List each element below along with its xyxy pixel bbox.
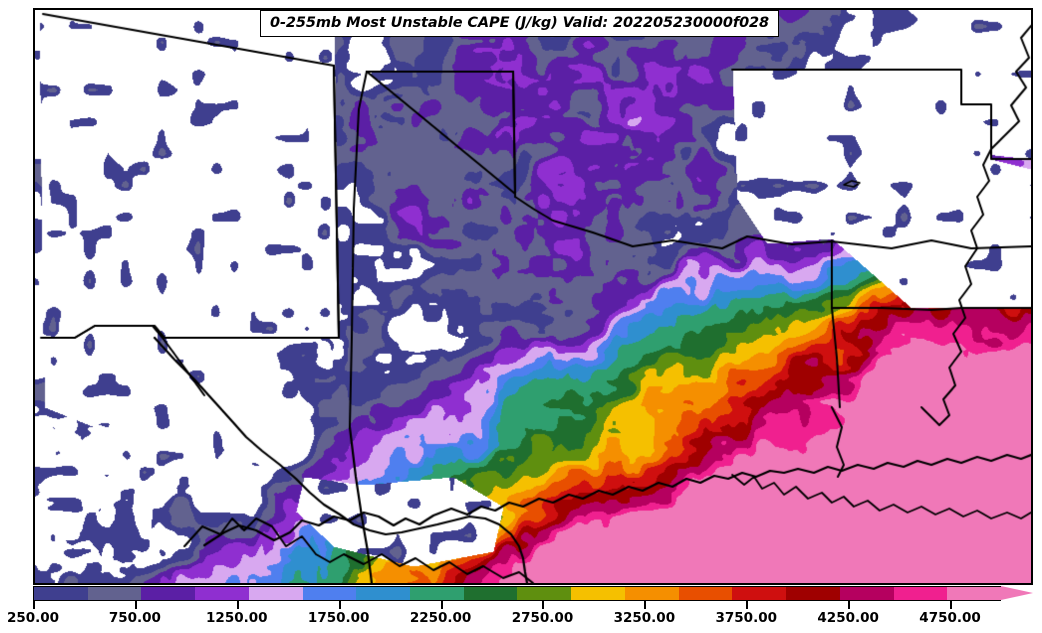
colorbar-tick (746, 601, 749, 609)
colorbar-tick (338, 601, 341, 609)
colorbar-tick-label: 3250.00 (613, 610, 676, 626)
colorbar-strip (33, 586, 1001, 601)
colorbar-tick-label: 4750.00 (919, 610, 981, 626)
colorbar-tick (134, 601, 137, 609)
colorbar-tick-label: 4250.00 (817, 610, 879, 626)
colorbar-tick (950, 601, 953, 609)
colorbar-tick (644, 601, 647, 609)
colorbar-band (571, 587, 625, 600)
colorbar-band (195, 587, 249, 600)
colorbar-band (87, 587, 142, 600)
colorbar-tick-label: 2250.00 (409, 610, 472, 626)
colorbar-band (517, 587, 572, 600)
colorbar-band (786, 587, 840, 600)
colorbar-band (34, 587, 88, 600)
colorbar-ticks (33, 601, 1001, 609)
colorbar-over-arrow (1001, 586, 1033, 600)
colorbar-band (302, 587, 357, 600)
colorbar-tick (440, 601, 443, 609)
colorbar-band (141, 587, 196, 600)
colorbar-tick-label: 1750.00 (307, 610, 370, 626)
colorbar-tick-labels: 250.00 750.00 1250.00 1750.00 2250.00 2750.00… (7, 610, 1033, 630)
colorbar-band (463, 587, 518, 600)
colorbar-tick-label: 250.00 (6, 610, 60, 626)
colorbar-band (947, 587, 1001, 600)
colorbar-tick-label: 2750.00 (511, 610, 574, 626)
colorbar-band (248, 587, 303, 600)
colorbar-tick (236, 601, 239, 609)
colorbar: 250.00 750.00 1250.00 1750.00 2250.00 2750.00… (7, 585, 1035, 633)
colorbar-tick (542, 601, 545, 609)
cape-contour-map (35, 10, 1031, 583)
colorbar-band (356, 587, 411, 600)
colorbar-tick (848, 601, 851, 609)
colorbar-tick-label: 1250.00 (206, 610, 268, 626)
map-title-box: 0-255mb Most Unstable CAPE (J/kg) Valid:… (260, 10, 780, 37)
colorbar-band (732, 587, 787, 600)
colorbar-band (893, 587, 948, 600)
colorbar-band (839, 587, 894, 600)
colorbar-tick (33, 601, 35, 609)
colorbar-band (678, 587, 733, 600)
colorbar-band (624, 587, 679, 600)
map-title: 0-255mb Most Unstable CAPE (J/kg) Valid:… (270, 15, 770, 31)
colorbar-band (410, 587, 464, 600)
map-panel (33, 8, 1033, 585)
colorbar-tick-label: 3750.00 (715, 610, 778, 626)
colorbar-tick-label: 750.00 (108, 610, 161, 626)
